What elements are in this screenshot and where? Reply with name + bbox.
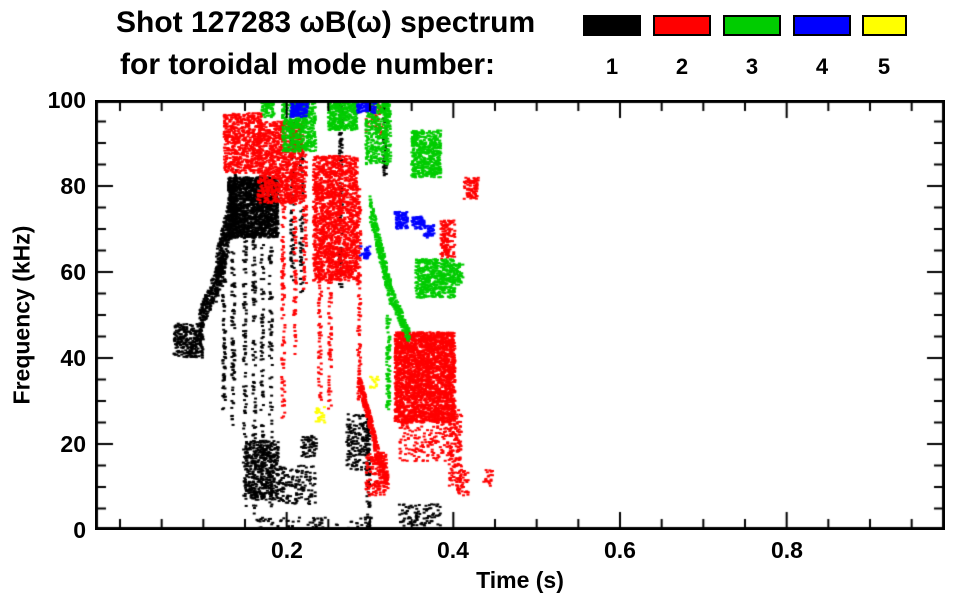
legend-label-mode5: 5 (877, 54, 891, 79)
legend-label-mode3: 3 (745, 54, 759, 79)
y-tick-label-20: 20 (60, 431, 86, 457)
y-tick-label-60: 60 (60, 259, 86, 285)
legend-label-mode2: 2 (675, 54, 689, 79)
x-tick-label-02: 0.2 (271, 537, 303, 563)
legend-swatch-mode1 (583, 15, 641, 36)
spectrogram-canvas (95, 100, 945, 530)
chart-title: Shot 127283 ωB(ω) spectrum (116, 6, 536, 39)
chart-subtitle: for toroidal mode number: (120, 48, 495, 81)
x-tick-label-08: 0.8 (771, 537, 803, 563)
legend-label-mode4: 4 (815, 54, 829, 79)
legend-swatch-mode5 (862, 15, 907, 36)
legend-swatch-mode4 (793, 15, 851, 36)
y-tick-label-40: 40 (60, 345, 86, 371)
y-tick-label-100: 100 (47, 87, 86, 113)
y-tick-label-0: 0 (73, 517, 86, 543)
x-tick-label-06: 0.6 (604, 537, 636, 563)
y-axis-title: Frequency (kHz) (8, 225, 35, 405)
x-tick-label-04: 0.4 (437, 537, 469, 563)
y-tick-label-80: 80 (60, 173, 86, 199)
legend-swatch-mode3 (723, 15, 781, 36)
x-axis-title: Time (s) (476, 567, 564, 593)
legend-swatch-mode2 (653, 15, 711, 36)
legend-label-mode1: 1 (605, 54, 619, 79)
